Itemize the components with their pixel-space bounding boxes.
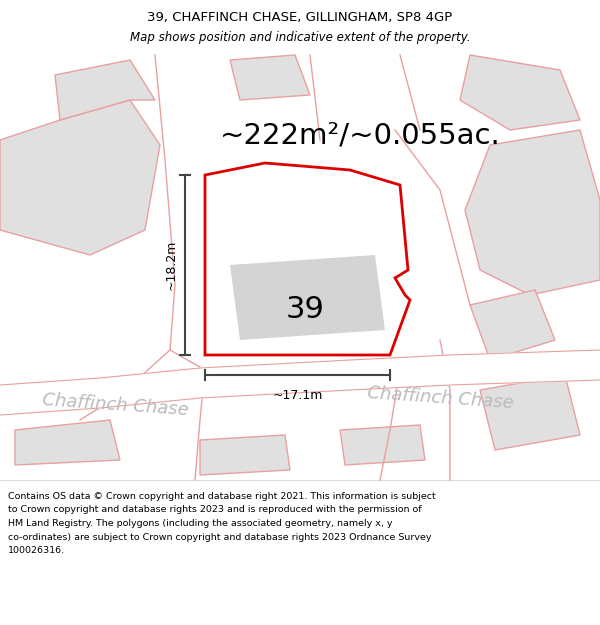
Text: ~18.2m: ~18.2m bbox=[164, 240, 178, 290]
Text: Chaffinch Chase: Chaffinch Chase bbox=[366, 384, 514, 412]
Polygon shape bbox=[55, 60, 155, 120]
Bar bbox=[0, 55, 600, 480]
Polygon shape bbox=[15, 420, 120, 465]
Text: Chaffinch Chase: Chaffinch Chase bbox=[41, 391, 189, 419]
Text: Contains OS data © Crown copyright and database right 2021. This information is : Contains OS data © Crown copyright and d… bbox=[8, 492, 436, 501]
Text: 100026316.: 100026316. bbox=[8, 546, 65, 555]
Bar bbox=[0, 0, 600, 55]
Polygon shape bbox=[230, 255, 385, 340]
Text: Map shows position and indicative extent of the property.: Map shows position and indicative extent… bbox=[130, 31, 470, 44]
Polygon shape bbox=[0, 100, 160, 255]
Polygon shape bbox=[205, 163, 410, 355]
Polygon shape bbox=[230, 55, 310, 100]
Polygon shape bbox=[470, 290, 555, 360]
Polygon shape bbox=[200, 435, 290, 475]
Bar bbox=[0, 480, 600, 625]
Polygon shape bbox=[480, 375, 580, 450]
Polygon shape bbox=[460, 55, 580, 130]
Text: co-ordinates) are subject to Crown copyright and database rights 2023 Ordnance S: co-ordinates) are subject to Crown copyr… bbox=[8, 532, 431, 541]
Text: to Crown copyright and database rights 2023 and is reproduced with the permissio: to Crown copyright and database rights 2… bbox=[8, 506, 422, 514]
Text: ~222m²/~0.055ac.: ~222m²/~0.055ac. bbox=[220, 121, 501, 149]
Polygon shape bbox=[465, 130, 600, 295]
Text: HM Land Registry. The polygons (including the associated geometry, namely x, y: HM Land Registry. The polygons (includin… bbox=[8, 519, 392, 528]
Text: 39: 39 bbox=[286, 296, 325, 324]
Text: 39, CHAFFINCH CHASE, GILLINGHAM, SP8 4GP: 39, CHAFFINCH CHASE, GILLINGHAM, SP8 4GP bbox=[148, 11, 452, 24]
Polygon shape bbox=[340, 425, 425, 465]
Text: ~17.1m: ~17.1m bbox=[272, 389, 323, 402]
